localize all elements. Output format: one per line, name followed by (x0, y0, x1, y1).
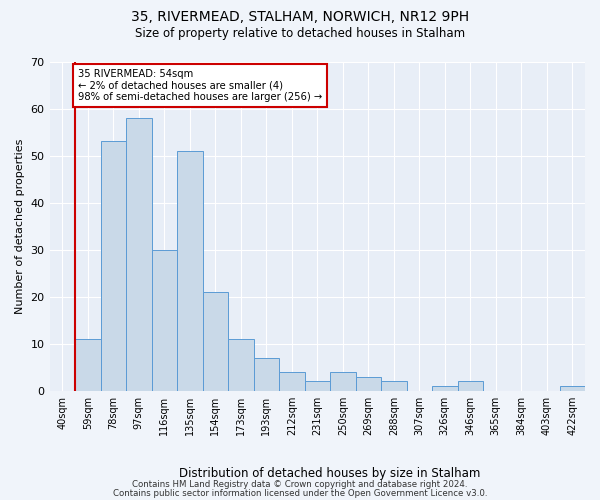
Bar (381, 382, 407, 391)
Bar (432, 386, 458, 391)
Bar (101, 142, 126, 391)
Text: Distribution of detached houses by size in Stalham: Distribution of detached houses by size … (179, 468, 481, 480)
Bar (560, 386, 585, 391)
Bar (279, 372, 305, 391)
Bar (203, 292, 228, 391)
Text: 35 RIVERMEAD: 54sqm
← 2% of detached houses are smaller (4)
98% of semi-detached: 35 RIVERMEAD: 54sqm ← 2% of detached hou… (77, 68, 322, 102)
Bar (177, 151, 203, 391)
Bar (305, 382, 330, 391)
Bar (330, 372, 356, 391)
Text: Contains public sector information licensed under the Open Government Licence v3: Contains public sector information licen… (113, 488, 487, 498)
Bar (254, 358, 279, 391)
Bar (356, 376, 381, 391)
Bar (458, 382, 483, 391)
Bar (126, 118, 152, 391)
Text: 35, RIVERMEAD, STALHAM, NORWICH, NR12 9PH: 35, RIVERMEAD, STALHAM, NORWICH, NR12 9P… (131, 10, 469, 24)
Y-axis label: Number of detached properties: Number of detached properties (15, 138, 25, 314)
Bar (228, 339, 254, 391)
Bar (75, 339, 101, 391)
Text: Size of property relative to detached houses in Stalham: Size of property relative to detached ho… (135, 28, 465, 40)
Bar (152, 250, 177, 391)
Text: Contains HM Land Registry data © Crown copyright and database right 2024.: Contains HM Land Registry data © Crown c… (132, 480, 468, 489)
